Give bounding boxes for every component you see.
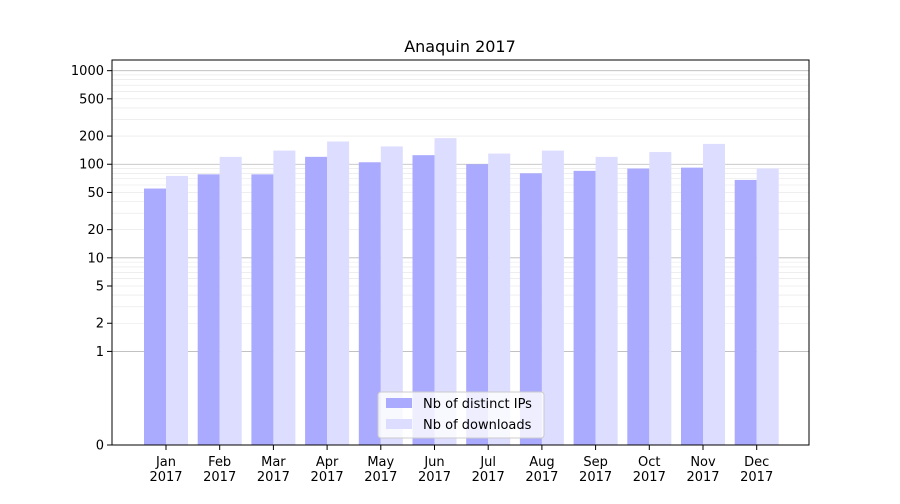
y-tick-label: 2	[96, 317, 104, 332]
x-tick-label: Apr 2017	[311, 455, 344, 485]
bar-distinct-ips	[251, 174, 274, 445]
bar-distinct-ips	[358, 162, 381, 446]
x-axis: Jan 2017 Feb 2017 Mar 2017 Apr 2017 May 2017 Jun 20…	[149, 445, 773, 485]
plot-frame	[111, 59, 810, 446]
y-axis: 0 1 2 5 10 20 50 100 200 500 1000	[71, 64, 112, 454]
bar-downloads	[595, 156, 618, 446]
bar-distinct-ips	[573, 170, 596, 446]
x-tick-label: May 2017	[364, 455, 397, 485]
x-tick-label: Oct 2017	[633, 455, 666, 485]
bar-distinct-ips	[197, 174, 220, 445]
bar-distinct-ips	[627, 168, 650, 445]
y-tick-label: 500	[79, 92, 104, 107]
bars-layer	[144, 138, 779, 446]
x-tick-label: Aug 2017	[525, 455, 558, 485]
x-tick-label: Mar 2017	[257, 455, 290, 485]
y-tick-label: 200	[79, 130, 104, 145]
chart-title: Anaquin 2017	[404, 37, 516, 56]
y-tick-label: 1000	[71, 64, 104, 79]
bar-distinct-ips	[305, 156, 328, 446]
bar-distinct-ips	[466, 164, 489, 445]
y-tick-label: 100	[79, 158, 104, 173]
legend: Nb of distinct IPs Nb of downloads	[377, 391, 545, 439]
x-tick-label: Jun 2017	[418, 455, 451, 485]
bar-distinct-ips	[681, 167, 703, 445]
x-tick-label: Nov 2017	[686, 455, 719, 485]
bar-downloads	[541, 150, 564, 445]
bar-downloads	[703, 143, 725, 445]
y-tick-label: 0	[96, 439, 104, 454]
x-tick-label: Sep 2017	[579, 455, 612, 485]
bar-downloads	[219, 156, 242, 446]
bar-downloads	[488, 153, 511, 446]
bar-distinct-ips	[519, 173, 542, 445]
y-tick-label: 1	[96, 345, 104, 360]
bar-downloads	[434, 138, 457, 446]
y-tick-label: 10	[87, 251, 104, 266]
x-tick-label: Jul 2017	[472, 455, 505, 485]
legend-label-distinct-ips: Nb of distinct IPs	[423, 397, 532, 412]
y-tick-label: 20	[87, 223, 104, 238]
legend-label-downloads: Nb of downloads	[423, 418, 532, 433]
legend-swatch-downloads	[386, 419, 412, 429]
legend-swatch-distinct-ips	[386, 398, 412, 408]
bar-downloads	[380, 146, 403, 446]
bar-distinct-ips	[144, 188, 166, 445]
x-tick-label: Jan 2017	[149, 455, 182, 485]
bar-downloads	[649, 152, 672, 445]
bar-downloads	[273, 150, 296, 445]
bar-downloads	[327, 141, 350, 445]
y-tick-label: 5	[96, 280, 104, 295]
bar-downloads	[166, 175, 188, 445]
bar-distinct-ips	[734, 179, 757, 445]
bar-distinct-ips	[412, 155, 435, 445]
legend-box	[377, 391, 545, 439]
x-tick-label: Feb 2017	[203, 455, 236, 485]
x-tick-label: Dec 2017	[740, 455, 773, 485]
y-tick-label: 50	[87, 186, 104, 201]
bar-downloads	[756, 168, 779, 445]
